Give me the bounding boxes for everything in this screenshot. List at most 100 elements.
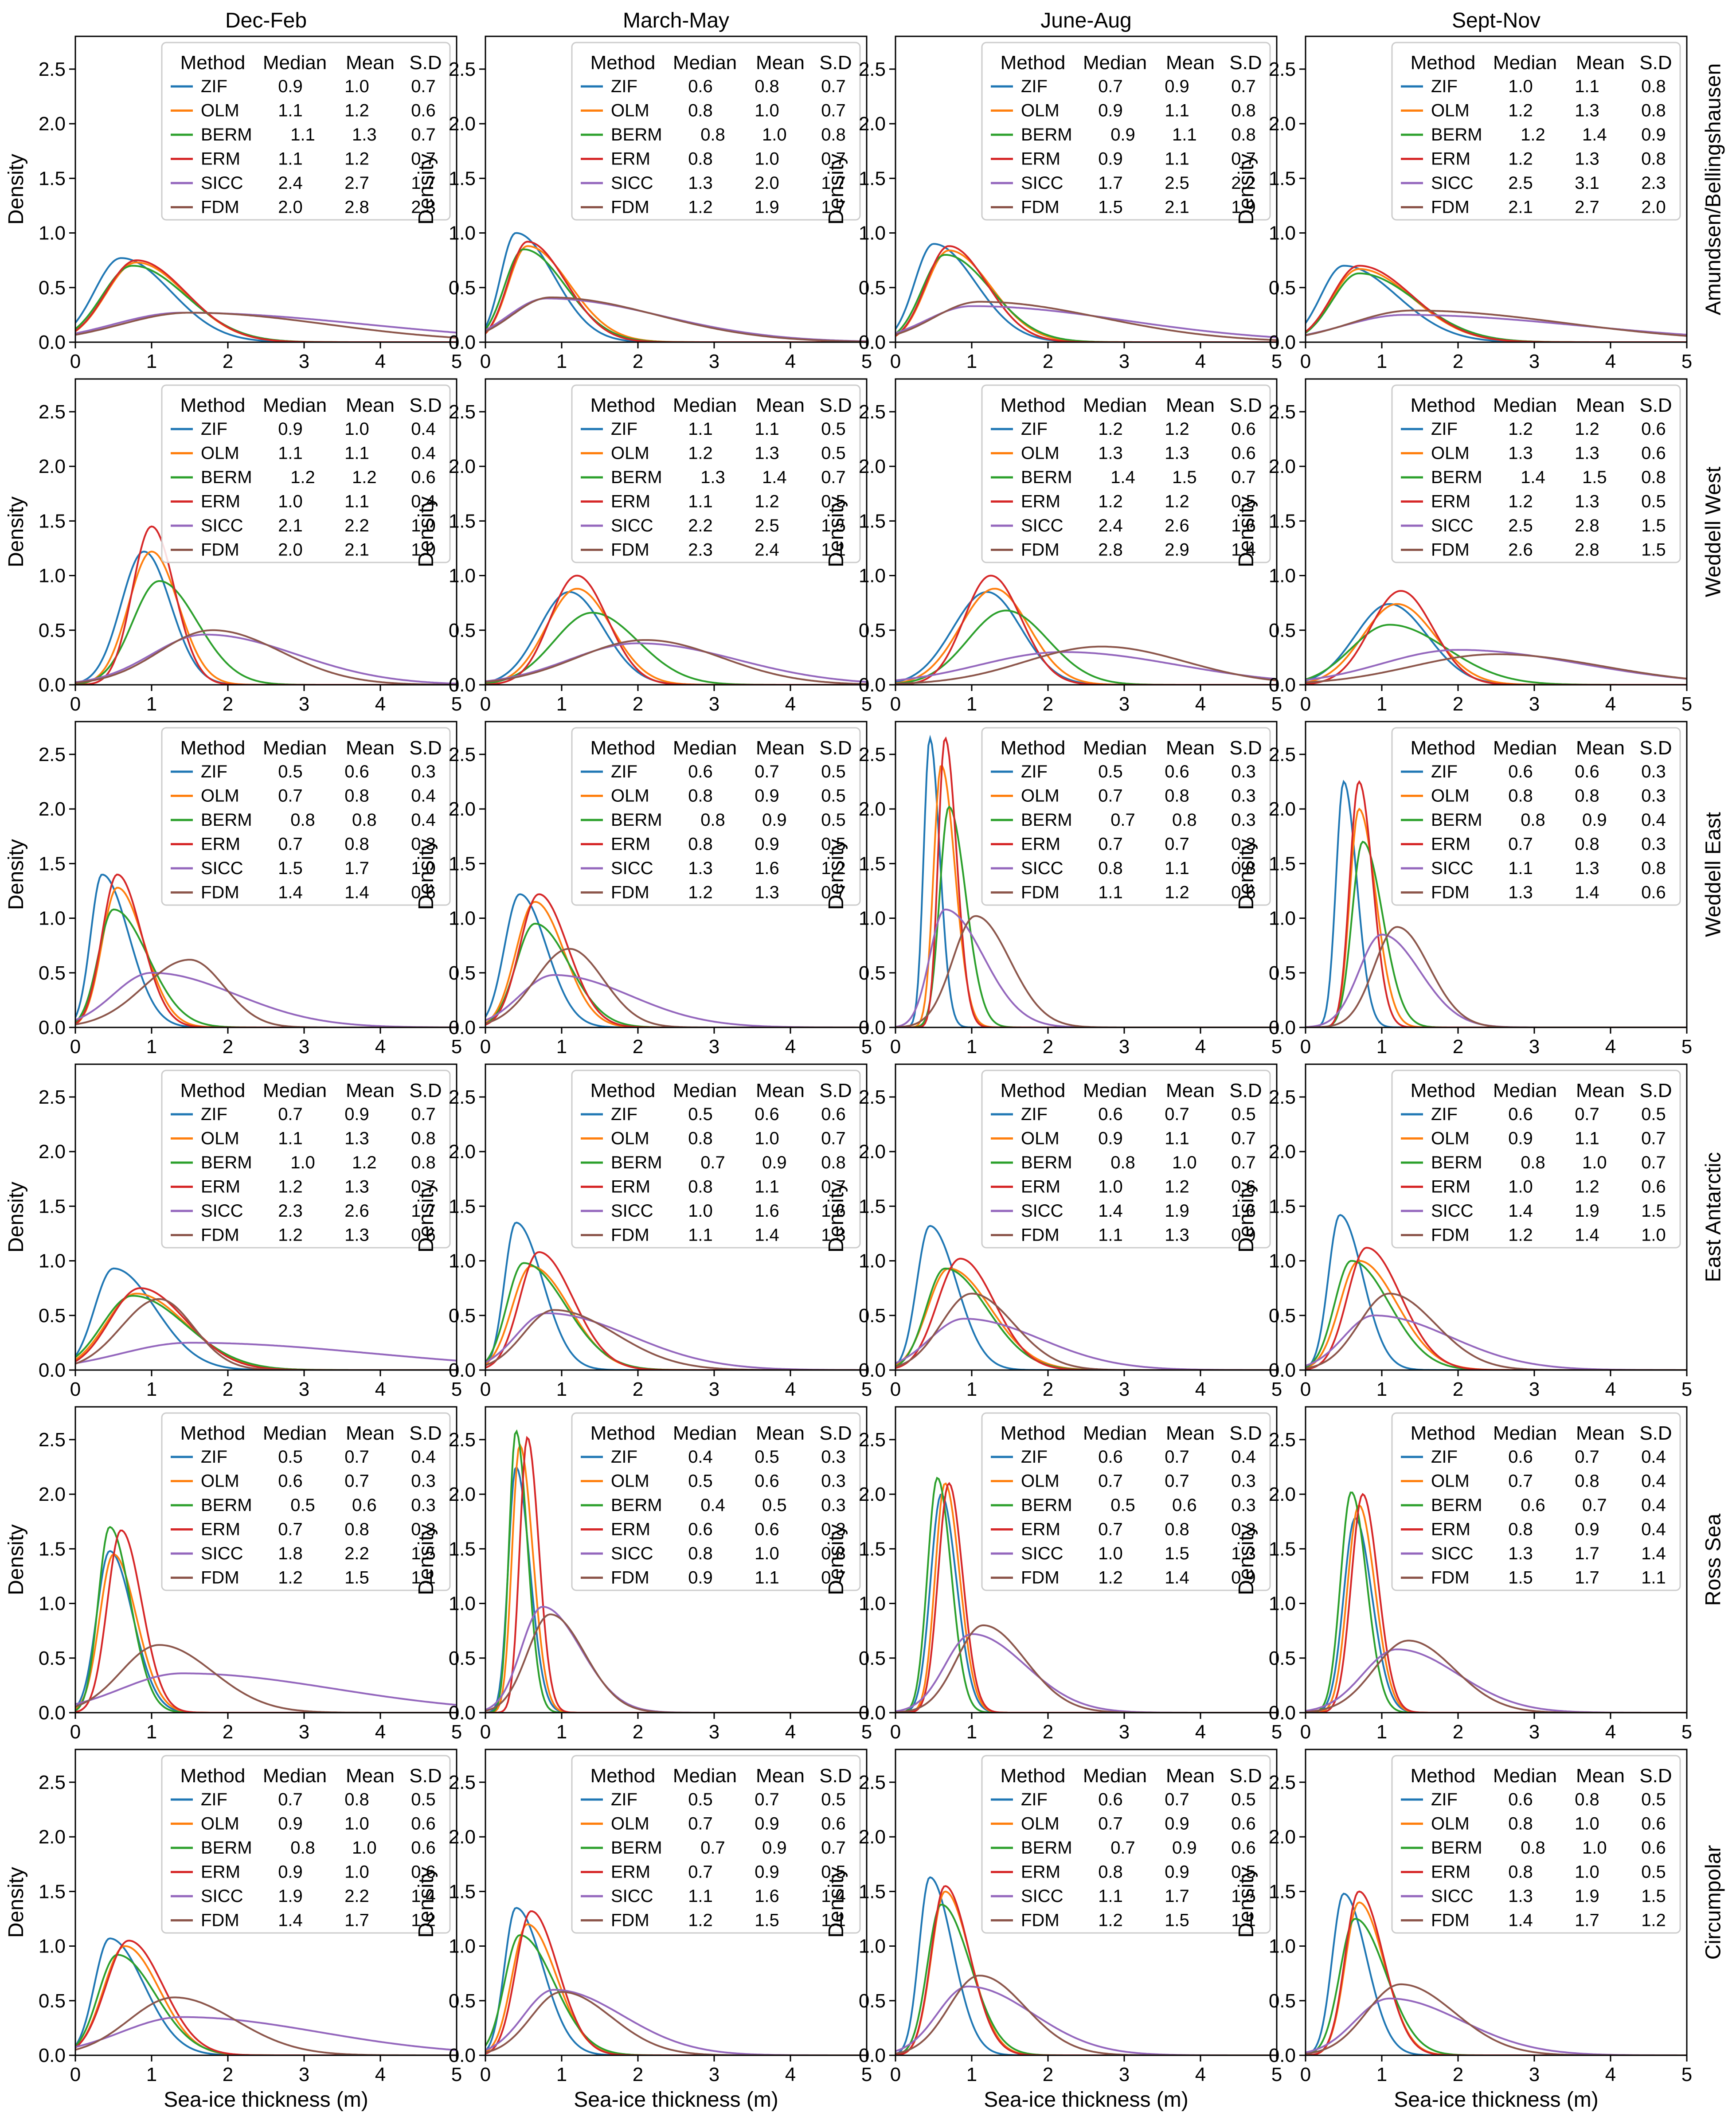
legend-stat-mean: 1.0 [755, 149, 779, 169]
legend-method-fdm: FDM [611, 198, 649, 217]
curve-berm [485, 1934, 867, 2055]
x-tick-label: 5 [451, 1036, 462, 1058]
y-tick-label: 2.0 [1269, 1484, 1296, 1505]
x-tick-label: 2 [633, 1036, 643, 1058]
legend-method-berm: BERM [1431, 810, 1482, 830]
legend-stat-median: 0.8 [688, 1177, 713, 1197]
legend-stat-median: 0.8 [688, 149, 713, 169]
y-tick-label: 1.0 [39, 1593, 66, 1615]
legend-stat-sd: 0.6 [1641, 444, 1666, 463]
legend-method-fdm: FDM [1021, 540, 1060, 560]
legend-method-erm: ERM [201, 1862, 240, 1882]
x-tick-label: 0 [480, 693, 491, 715]
legend-method-olm: OLM [611, 444, 649, 463]
y-tick-label: 2.5 [449, 59, 476, 80]
legend-stat-sd: 0.3 [1231, 810, 1256, 830]
y-tick-label: 0.5 [449, 962, 476, 984]
y-tick-label: 2.5 [859, 744, 886, 765]
legend-method-berm: BERM [201, 1495, 252, 1515]
x-tick-label: 4 [785, 2064, 796, 2085]
x-tick-label: 2 [1453, 1378, 1463, 1400]
column-title-march-may: March-May [623, 9, 729, 32]
density-curves [895, 243, 1277, 342]
legend-header-method: Method [1001, 1080, 1066, 1101]
legend-stat-sd: 0.5 [411, 1790, 436, 1809]
y-tick-label: 2.5 [39, 1429, 66, 1451]
density-curves [75, 525, 457, 685]
legend: Method Median Mean S.D ZIF 0.5 0.6 0.6 OLM 0.8 1.0… [571, 1070, 861, 1249]
y-tick-label: 0.5 [449, 277, 476, 299]
legend-method-zif: ZIF [1431, 1105, 1458, 1124]
y-tick-label: 2.5 [1269, 59, 1296, 80]
legend-stat-median: 1.2 [290, 468, 315, 487]
legend-method-erm: ERM [1021, 835, 1060, 854]
panel-east-antarctic-march-may: 0.0 0.5 1.0 1.5 2.0 2.5 0 1 2 3 4 5 Density Method Med… [414, 1063, 872, 1400]
legend-stat-median: 0.7 [1098, 835, 1123, 854]
legend-stat-sd: 0.8 [1231, 125, 1256, 144]
x-tick-label: 4 [375, 1378, 386, 1400]
legend-box [1391, 1412, 1681, 1591]
curve-berm [895, 609, 1277, 685]
legend-header-s-d: S.D [819, 52, 852, 74]
curve-erm [895, 1257, 1277, 1370]
legend-method-olm: OLM [611, 101, 649, 121]
legend-stat-mean: 1.6 [755, 859, 779, 878]
y-axis-label: Density [4, 1182, 28, 1253]
density-curves [1306, 590, 1687, 685]
legend-stat-sd: 0.6 [821, 1814, 846, 1834]
y-tick-label: 1.0 [859, 908, 886, 929]
legend-method-erm: ERM [611, 1520, 650, 1539]
legend-stat-mean: 1.9 [1575, 1201, 1599, 1221]
y-tick-label: 0.5 [1269, 277, 1296, 299]
legend-stat-sd: 1.2 [821, 859, 846, 878]
legend-stat-mean: 1.9 [1575, 1886, 1599, 1906]
legend-stat-mean: 0.7 [344, 1447, 369, 1467]
y-axis-label: Density [4, 839, 28, 910]
y-tick-label: 1.5 [859, 853, 886, 875]
legend-stat-sd: 0.4 [1641, 1520, 1666, 1539]
legend-stat-median: 0.6 [1098, 1790, 1123, 1809]
legend-stat-median: 1.1 [1098, 883, 1123, 902]
legend-method-olm: OLM [201, 1814, 239, 1834]
curve-fdm [485, 1991, 867, 2055]
legend-stat-sd: 0.8 [1231, 101, 1256, 121]
legend-method-berm: BERM [1021, 1838, 1072, 1858]
legend-stat-mean: 2.8 [1575, 540, 1599, 560]
legend-stat-mean: 1.3 [1165, 444, 1189, 463]
y-tick-label: 2.0 [39, 456, 66, 477]
curve-sicc [895, 651, 1277, 681]
legend-stat-mean: 1.3 [755, 883, 779, 902]
curve-berm [75, 908, 457, 1027]
legend-stat-median: 1.4 [278, 1911, 303, 1930]
legend-stat-median: 2.5 [1508, 516, 1533, 535]
panel-ross-sea-sept-nov: 0.0 0.5 1.0 1.5 2.0 2.5 0 1 2 3 4 5 Density Method Med… [1235, 1406, 1692, 1743]
legend-stat-sd: 0.7 [1641, 1129, 1666, 1148]
x-tick-label: 3 [1529, 351, 1540, 372]
legend-method-zif: ZIF [201, 1447, 227, 1467]
legend-method-zif: ZIF [1431, 419, 1458, 439]
legend-stat-median: 0.8 [688, 786, 713, 806]
legend-stat-sd: 0.5 [821, 444, 846, 463]
legend-header-median: Median [1493, 394, 1557, 416]
legend-stat-median: 2.0 [278, 540, 303, 560]
legend-stat-sd: 0.3 [821, 1447, 846, 1467]
y-tick-label: 2.5 [39, 401, 66, 423]
legend-header-method: Method [180, 737, 246, 759]
x-tick-label: 2 [633, 1721, 643, 1743]
legend-stat-mean: 1.5 [755, 1911, 779, 1930]
panel-circumpolar-june-aug: 0.0 0.5 1.0 1.5 2.0 2.5 0 1 2 3 4 5 Density Sea-ice t… [825, 1749, 1282, 2112]
legend: Method Median Mean S.D ZIF 1.1 1.1 0.5 OLM 1.2 1.3… [571, 384, 861, 563]
legend-stat-median: 0.6 [278, 1472, 303, 1491]
y-tick-label: 0.5 [39, 1305, 66, 1327]
legend-method-fdm: FDM [1021, 1568, 1060, 1588]
curve-fdm [75, 312, 457, 339]
curve-fdm [75, 1298, 457, 1370]
legend-stat-median: 1.0 [1098, 1544, 1123, 1563]
y-tick-label: 1.0 [449, 565, 476, 587]
plot-frame [485, 1749, 868, 2056]
legend: Method Median Mean S.D ZIF 1.2 1.2 0.6 OLM 1.3 1.3… [981, 384, 1271, 563]
legend-stat-median: 0.6 [1508, 1447, 1533, 1467]
legend-stat-mean: 0.7 [1582, 1495, 1607, 1515]
x-tick-label: 1 [556, 693, 567, 715]
panel-weddell-east-dec-feb: 0.0 0.5 1.0 1.5 2.0 2.5 0 1 2 3 4 5 Density Method Med… [4, 721, 462, 1058]
